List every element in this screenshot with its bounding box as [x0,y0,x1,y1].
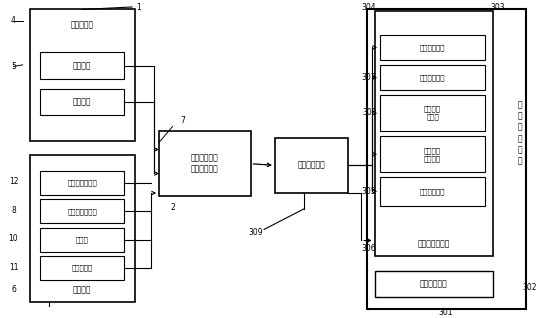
Text: 射击信号发生器: 射击信号发生器 [67,179,97,186]
Bar [40,52,124,79]
Bar [380,136,485,172]
Bar [275,138,348,193]
Text: 309: 309 [248,228,264,237]
Text: 振荡发生器: 振荡发生器 [72,265,93,272]
Text: 305: 305 [362,187,377,196]
Text: 受训人员: 受训人员 [73,285,91,294]
Bar [40,171,124,195]
Text: 4: 4 [11,16,16,25]
Bar [159,131,251,196]
Text: 激光信号
发射器: 激光信号 发射器 [424,106,441,121]
Bar [30,155,135,302]
Bar [380,95,485,131]
Bar [40,256,124,280]
Text: 308: 308 [362,108,376,117]
Text: 301: 301 [439,308,453,317]
Text: 6: 6 [11,285,16,294]
Text: 身份识别装置: 身份识别装置 [420,44,445,51]
Text: 交互控制模块: 交互控制模块 [298,161,325,170]
Bar [380,65,485,90]
Text: 11: 11 [9,263,18,272]
Bar [375,11,493,256]
Text: 模拟光线: 模拟光线 [73,61,92,70]
Text: 模拟发声装置: 模拟发声装置 [420,74,445,81]
Bar [40,89,124,115]
Bar [40,228,124,252]
Text: 模
拟
射
击
人
模: 模 拟 射 击 人 模 [518,101,522,165]
Text: 10: 10 [9,234,18,243]
Text: 303: 303 [490,3,506,12]
Text: 激控摄头: 激控摄头 [73,98,92,107]
Text: 射击信号
接收装置: 射击信号 接收装置 [424,147,441,162]
Text: 1: 1 [137,3,141,12]
Bar [375,271,493,297]
Text: 304: 304 [362,3,377,12]
Bar [380,177,485,206]
Text: 射击模拟靶系统: 射击模拟靶系统 [418,239,450,248]
Text: 模拟中弹装置: 模拟中弹装置 [420,188,445,195]
Text: 人机交互界面
控制系统平台: 人机交互界面 控制系统平台 [191,154,219,174]
Bar [40,199,124,223]
Text: 2: 2 [170,203,175,212]
Text: 激光信号接收器: 激光信号接收器 [67,208,97,215]
Text: 8: 8 [11,206,16,215]
Bar [380,35,485,60]
Bar [367,10,526,308]
Text: 306: 306 [362,244,377,253]
Text: 302: 302 [522,283,536,293]
Text: 振动器: 振动器 [76,236,88,243]
Text: 模拟射击场: 模拟射击场 [71,21,93,30]
Text: 12: 12 [9,177,18,186]
Text: 307: 307 [362,73,377,82]
Text: 5: 5 [11,62,16,71]
Text: 智能移动平台: 智能移动平台 [420,280,448,288]
Bar [30,10,135,141]
Text: 7: 7 [181,116,186,125]
